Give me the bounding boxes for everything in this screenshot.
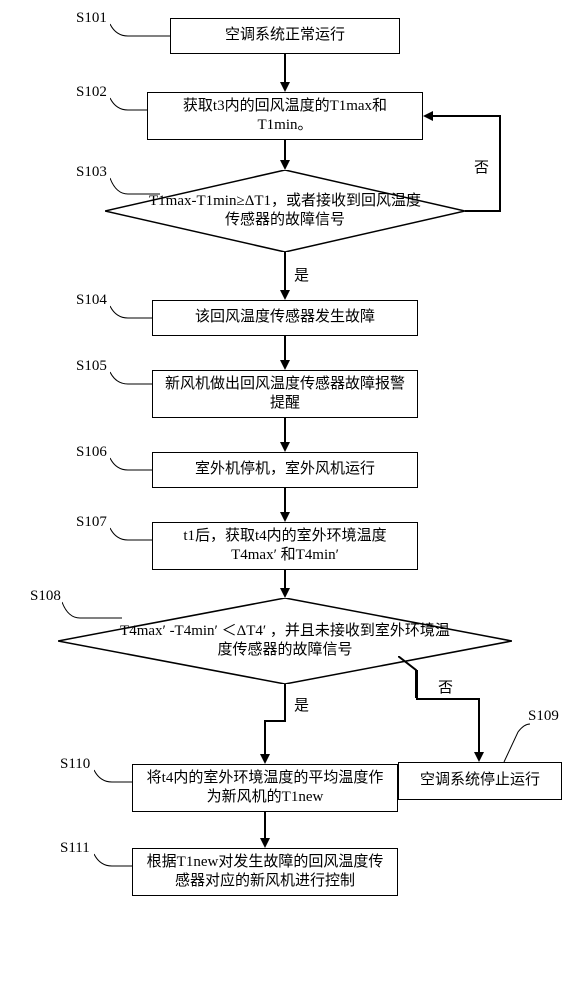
label-s107: S107 [76, 514, 107, 531]
label-s108: S108 [30, 588, 61, 605]
edge-label-yes-2: 是 [294, 694, 309, 715]
label-s105: S105 [76, 358, 107, 375]
node-s102: 获取t3内的回风温度的T1max和T1min。 [147, 92, 423, 140]
arrowhead [280, 588, 290, 598]
arrowhead [280, 160, 290, 170]
lead-s105 [110, 366, 152, 386]
arrowhead [280, 82, 290, 92]
node-s105: 新风机做出回风温度传感器故障报警提醒 [152, 370, 418, 418]
lead-s109 [500, 718, 530, 764]
edge-s108-no-connector [398, 656, 420, 702]
edge-s108-no-h1 [416, 698, 480, 700]
lead-s101 [110, 18, 170, 38]
label-s109: S109 [528, 708, 559, 725]
edge-s106-s107 [284, 488, 286, 514]
label-s102: S102 [76, 84, 107, 101]
edge-s105-s106 [284, 418, 286, 444]
label-s106: S106 [76, 444, 107, 461]
node-s103-text: T1max-T1min≥ΔT1，或者接收到回风温度传感器的故障信号 [105, 170, 465, 252]
edge-label-yes-1: 是 [294, 264, 309, 285]
label-s110: S110 [60, 756, 90, 773]
label-s101: S101 [76, 10, 107, 27]
edge-s104-s105 [284, 336, 286, 362]
lead-s107 [110, 522, 152, 542]
label-s111: S111 [60, 840, 90, 857]
edge-s110-s111 [264, 812, 266, 840]
arrowhead [474, 752, 484, 762]
edge-s103-no-h1 [465, 210, 501, 212]
edge-s101-s102 [284, 54, 286, 84]
edge-label-no-2: 否 [438, 676, 453, 697]
arrowhead [280, 442, 290, 452]
lead-s106 [110, 452, 152, 472]
label-s103: S103 [76, 164, 107, 181]
edge-s103-no-v [499, 115, 501, 212]
flowchart-container: S101 S102 S103 S104 S105 S106 S107 S108 … [0, 0, 578, 1000]
arrowhead [260, 838, 270, 848]
label-s104: S104 [76, 292, 107, 309]
node-s107: t1后，获取t4内的室外环境温度T4max′ 和T4min′ [152, 522, 418, 570]
lead-s111 [94, 848, 132, 868]
arrowhead [260, 754, 270, 764]
edge-s103-no-h2 [432, 115, 501, 117]
edge-s108-no-v [478, 698, 480, 754]
edge-s102-s103 [284, 140, 286, 162]
lead-s102 [110, 92, 148, 112]
lead-s104 [110, 300, 152, 320]
node-s108: T4max′ -T4min′ ＜ΔT4′ ，并且未接收到室外环境温度传感器的故障… [58, 598, 512, 684]
node-s109: 空调系统停止运行 [398, 762, 562, 800]
arrowhead [280, 360, 290, 370]
edge-s108-s110-h [264, 720, 286, 722]
node-s111: 根据T1new对发生故障的回风温度传感器对应的新风机进行控制 [132, 848, 398, 896]
node-s101: 空调系统正常运行 [170, 18, 400, 54]
edge-s107-s108 [284, 570, 286, 590]
edge-s103-s104 [284, 252, 286, 292]
node-s110: 将t4内的室外环境温度的平均温度作为新风机的T1new [132, 764, 398, 812]
edge-s108-s110-v1 [284, 684, 286, 722]
node-s103: T1max-T1min≥ΔT1，或者接收到回风温度传感器的故障信号 [105, 170, 465, 252]
arrowhead [280, 290, 290, 300]
node-s108-text: T4max′ -T4min′ ＜ΔT4′ ，并且未接收到室外环境温度传感器的故障… [58, 598, 512, 684]
edge-label-no-1: 否 [474, 156, 489, 177]
node-s106: 室外机停机，室外风机运行 [152, 452, 418, 488]
edge-s108-s110-v2 [264, 720, 266, 756]
node-s104: 该回风温度传感器发生故障 [152, 300, 418, 336]
arrowhead [423, 111, 433, 121]
lead-s110 [94, 764, 132, 784]
arrowhead [280, 512, 290, 522]
